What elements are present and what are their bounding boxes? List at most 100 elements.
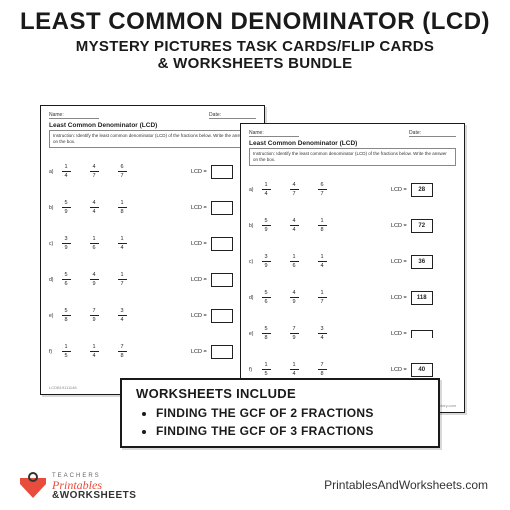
answer-box: 36 bbox=[411, 255, 433, 269]
numerator: 3 bbox=[262, 254, 271, 262]
fraction: 58 bbox=[61, 308, 71, 323]
denominator: 4 bbox=[120, 244, 123, 251]
fraction: 44 bbox=[289, 218, 299, 233]
lcd-label: LCD = bbox=[191, 205, 207, 211]
numerator: 1 bbox=[318, 290, 327, 298]
sheet-instruction: Instruction: Identify the least common d… bbox=[49, 130, 256, 148]
fraction: 78 bbox=[317, 362, 327, 377]
fractions: 144767 bbox=[261, 182, 381, 197]
problem-row: e)587934LCD = bbox=[249, 316, 456, 352]
numerator: 5 bbox=[62, 200, 71, 208]
denominator: 9 bbox=[292, 298, 295, 305]
lcd-label: LCD = bbox=[391, 259, 407, 265]
denominator: 4 bbox=[292, 226, 295, 233]
numerator: 4 bbox=[290, 290, 299, 298]
numerator: 7 bbox=[290, 326, 299, 334]
worksheet-left: Name: Date: Least Common Denominator (LC… bbox=[40, 105, 265, 395]
fraction: 17 bbox=[117, 272, 127, 287]
denominator: 4 bbox=[320, 262, 323, 269]
fractions: 564917 bbox=[61, 272, 181, 287]
answer-box bbox=[211, 165, 233, 179]
denominator: 4 bbox=[320, 334, 323, 341]
fractions: 151478 bbox=[61, 344, 181, 359]
numerator: 1 bbox=[290, 362, 299, 370]
includes-item: FINDING THE GCF OF 3 FRACTIONS bbox=[156, 422, 424, 440]
denominator: 8 bbox=[320, 370, 323, 377]
denominator: 4 bbox=[292, 370, 295, 377]
fraction: 39 bbox=[261, 254, 271, 269]
row-label: e) bbox=[249, 331, 261, 337]
numerator: 1 bbox=[262, 182, 271, 190]
problem-row: b)594418LCD = bbox=[49, 190, 256, 226]
fraction: 44 bbox=[89, 200, 99, 215]
fractions: 594418 bbox=[61, 200, 181, 215]
denominator: 4 bbox=[64, 172, 67, 179]
worksheet-right: Name: Date: Least Common Denominator (LC… bbox=[240, 123, 465, 413]
numerator: 5 bbox=[262, 290, 271, 298]
denominator: 9 bbox=[292, 334, 295, 341]
denominator: 9 bbox=[264, 226, 267, 233]
lcd-label: LCD = bbox=[191, 277, 207, 283]
problem-row: c)391614LCD = bbox=[49, 226, 256, 262]
fraction: 56 bbox=[61, 272, 71, 287]
footer-code: LCDB19111148 bbox=[49, 385, 77, 390]
problem-row: f)151478LCD = bbox=[49, 334, 256, 370]
fractions: 56 49 17 bbox=[261, 290, 381, 305]
answer-box bbox=[211, 273, 233, 287]
logo-text: TEACHERS Printables &WORKSHEETS bbox=[52, 473, 136, 501]
lcd-label: LCD = bbox=[191, 241, 207, 247]
date-field: Date: bbox=[409, 130, 456, 137]
numerator: 1 bbox=[62, 164, 71, 172]
problem-row: d)564917LCD = bbox=[49, 262, 256, 298]
website-url: PrintablesAndWorksheets.com bbox=[324, 478, 488, 492]
header-block: LEAST COMMON DENOMINATOR (LCD) MYSTERY P… bbox=[0, 0, 510, 72]
fraction: 78 bbox=[117, 344, 127, 359]
lcd-label: LCD = bbox=[391, 187, 407, 193]
answer-box bbox=[211, 237, 233, 251]
numerator: 5 bbox=[62, 272, 71, 280]
denominator: 6 bbox=[292, 262, 295, 269]
numerator: 4 bbox=[90, 164, 99, 172]
row-label: a) bbox=[249, 187, 261, 193]
problem-row: b)594418LCD =72 bbox=[249, 208, 456, 244]
fractions: 151478 bbox=[261, 362, 381, 377]
fraction: 34 bbox=[317, 326, 327, 341]
numerator: 1 bbox=[118, 200, 127, 208]
denominator: 4 bbox=[92, 208, 95, 215]
fraction: 67 bbox=[117, 164, 127, 179]
fraction: 58 bbox=[261, 326, 271, 341]
problem-row: a)144767LCD =28 bbox=[249, 172, 456, 208]
answer-box: 40 bbox=[411, 363, 433, 377]
fraction: 15 bbox=[261, 362, 271, 377]
answer-box: 28 bbox=[411, 183, 433, 197]
fractions: 391614 bbox=[261, 254, 381, 269]
answer-box bbox=[211, 201, 233, 215]
numerator: 7 bbox=[318, 362, 327, 370]
numerator: 1 bbox=[318, 254, 327, 262]
denominator: 9 bbox=[92, 316, 95, 323]
row-label: b) bbox=[49, 205, 61, 211]
problem-row: a)144767LCD = bbox=[49, 154, 256, 190]
fraction: 14 bbox=[61, 164, 71, 179]
date-field: Date: bbox=[209, 112, 256, 119]
numerator: 4 bbox=[290, 182, 299, 190]
problem-row: d)564917LCD =118 bbox=[249, 280, 456, 316]
numerator: 3 bbox=[318, 326, 327, 334]
fractions: 58 79 34 bbox=[261, 326, 381, 341]
row-label: c) bbox=[249, 259, 261, 265]
fractions: 144767 bbox=[61, 164, 181, 179]
lcd-label: LCD = bbox=[191, 313, 207, 319]
denominator: 7 bbox=[320, 298, 323, 305]
brand-logo: TEACHERS Printables &WORKSHEETS bbox=[18, 472, 136, 502]
fraction: 39 bbox=[61, 236, 71, 251]
denominator: 4 bbox=[120, 316, 123, 323]
denominator: 5 bbox=[64, 352, 67, 359]
lcd-label: LCD = bbox=[191, 349, 207, 355]
numerator: 1 bbox=[262, 362, 271, 370]
fraction: 56 bbox=[261, 290, 271, 305]
fraction: 79 bbox=[289, 326, 299, 341]
denominator: 8 bbox=[264, 334, 267, 341]
lcd-label: LCD = bbox=[391, 295, 407, 301]
row-label: d) bbox=[249, 295, 261, 301]
fraction: 16 bbox=[89, 236, 99, 251]
